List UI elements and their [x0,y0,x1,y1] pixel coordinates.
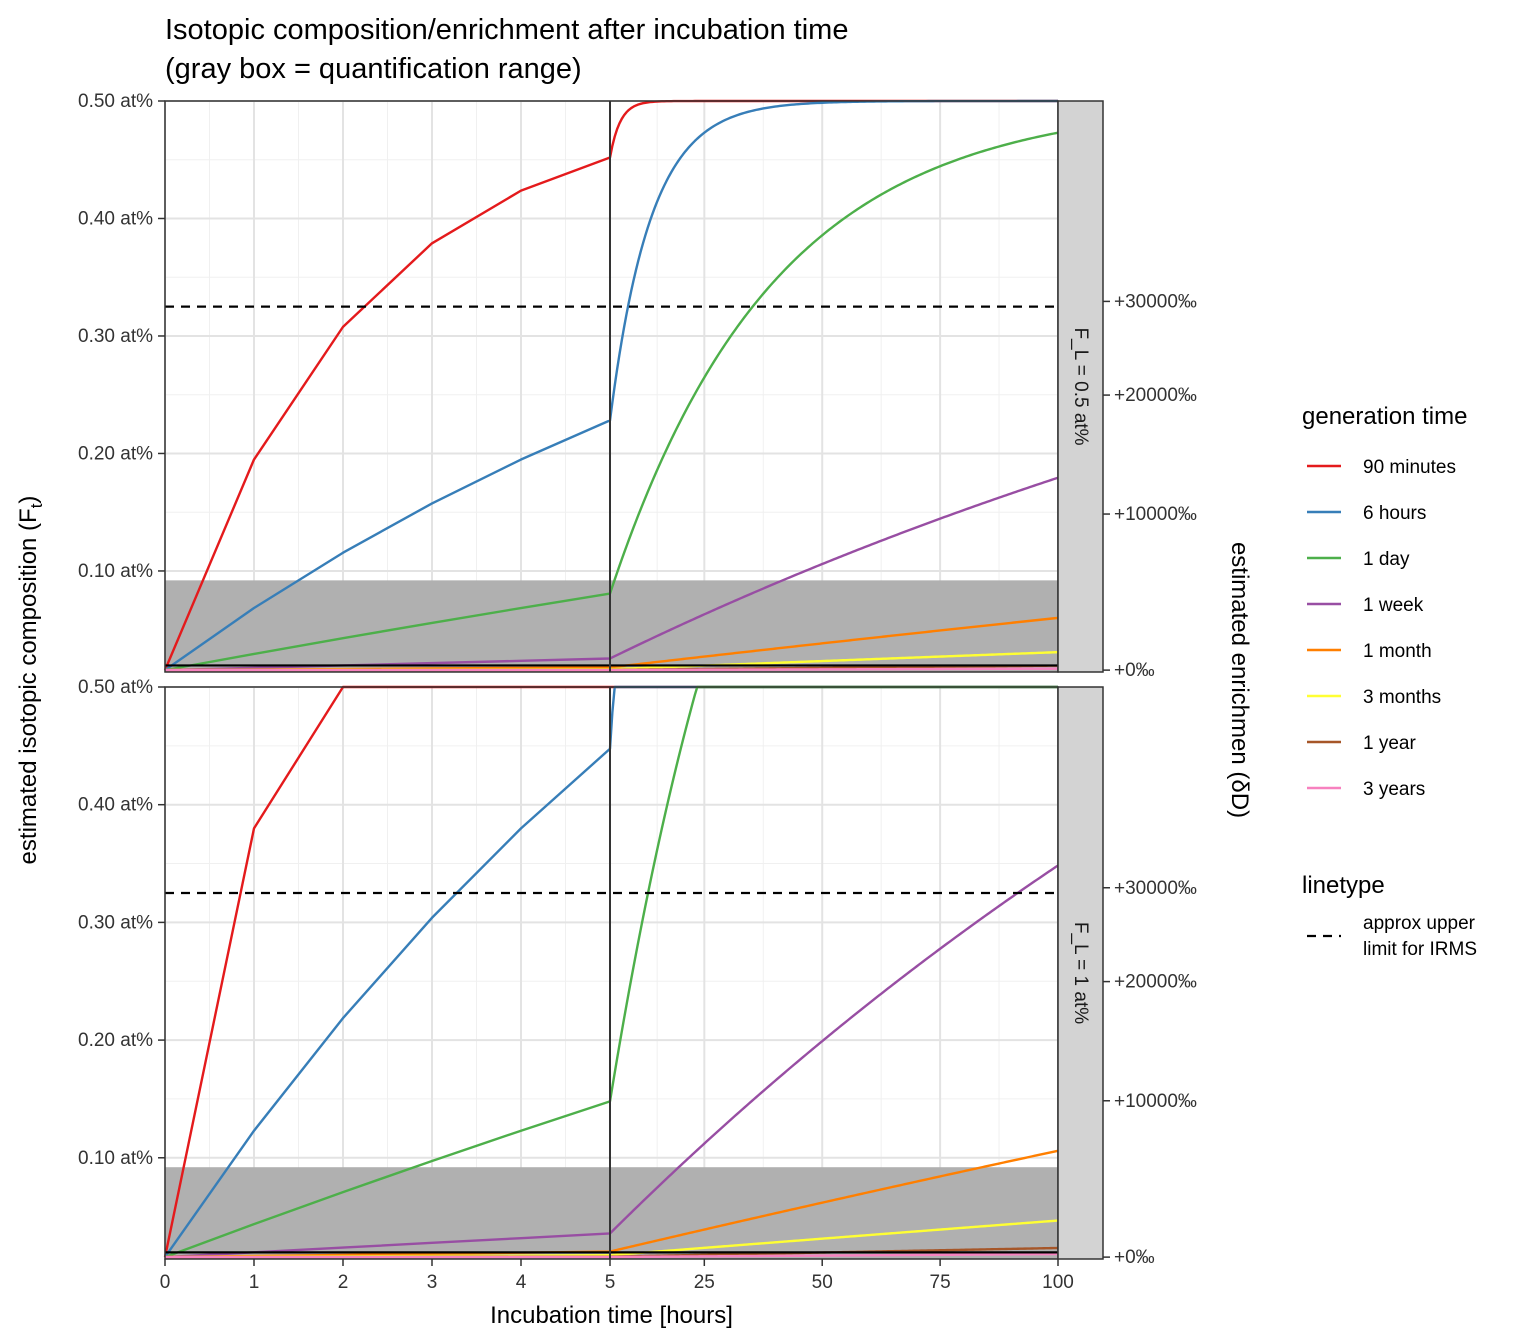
legend-label: 1 day [1363,549,1410,570]
legend-title-generation-time: generation time [1302,403,1467,430]
y-tick-label: 0.50 at% [78,677,153,698]
legend-label: 3 months [1363,687,1441,708]
y-right-tick-label: +30000‰ [1114,878,1197,899]
x-tick-label: 5 [605,1272,616,1293]
x-tick-label: 100 [1042,1272,1074,1293]
series-line-1-week [164,864,1059,1259]
y-right-tick-label: +20000‰ [1114,972,1197,993]
y-right-tick-label: +10000‰ [1114,1091,1197,1112]
x-tick-label: 2 [338,1272,349,1293]
facet-panel-1: F_L = 0.5 at% 0.10 at% 0.20 at% 0.30 at% 0.4… [78,91,1197,681]
facet-strip-label: F_L = 1 at% [1070,922,1091,1024]
facet-strip [1057,686,1104,1260]
y-right-tick-label: +0‰ [1114,660,1155,681]
facet-strip-label: F_L = 0.5 at% [1070,327,1091,445]
legend-label: 6 hours [1363,503,1426,524]
y-tick-label: 0.40 at% [78,795,153,816]
series-line-1-month [164,1149,1059,1259]
chart-title-line-1: Isotopic composition/enrichment after in… [165,14,848,46]
legend: generation time 90 minutes 6 hours 1 day 1 w… [1302,403,1477,960]
x-tick-label: 1 [249,1272,260,1293]
series-line-3-months [164,650,1059,672]
y-axis-title: estimated isotopic composition (Ft) [15,496,46,865]
legend-label-irms-line-2: limit for IRMS [1363,939,1477,960]
legend-label: 1 month [1363,641,1432,662]
y-tick-label: 0.20 at% [78,443,153,464]
y-right-tick-label: +30000‰ [1114,291,1197,312]
legend-label: 90 minutes [1363,457,1456,478]
legend-label-irms-line-1: approx upper [1363,913,1476,934]
y-right-tick-label: +20000‰ [1114,385,1197,406]
series-line-1-week [164,476,1059,672]
chart-title-line-2: (gray box = quantification range) [165,53,582,85]
x-tick-label: 25 [694,1272,715,1293]
y-tick-label: 0.30 at% [78,326,153,347]
y-tick-label: 0.20 at% [78,1030,153,1051]
y-tick-label: 0.40 at% [78,208,153,229]
series-line-3-months [164,1219,1059,1259]
y-right-tick-label: +10000‰ [1114,504,1197,525]
y-tick-label: 0.50 at% [78,91,153,112]
legend-label: 1 year [1363,733,1416,754]
x-tick-label: 4 [516,1272,527,1293]
series-line-1-day [164,131,1059,672]
x-tick-label: 3 [427,1272,438,1293]
y-tick-label: 0.30 at% [78,912,153,933]
y-right-axis-title: estimated enrichmen (δD) [1226,542,1253,818]
y-tick-label: 0.10 at% [78,561,153,582]
x-axis-title: Incubation time [hours] [490,1302,733,1329]
x-tick-label: 50 [812,1272,833,1293]
series-line-3-years [164,667,1059,672]
facet-panel-2: F_L = 1 at% 0.10 at% 0.20 at% 0.30 at% 0.40 … [78,677,1197,1268]
series-line-1-month [164,616,1059,672]
legend-label: 1 week [1363,595,1424,616]
series-line-3-years [164,1252,1059,1259]
legend-label: 3 years [1363,779,1425,800]
legend-title-linetype: linetype [1302,872,1385,899]
x-tick-label: 75 [930,1272,951,1293]
facet-strip [1057,100,1104,673]
y-right-tick-label: +0‰ [1114,1247,1155,1268]
x-tick-label: 0 [160,1272,171,1293]
y-tick-label: 0.10 at% [78,1148,153,1169]
